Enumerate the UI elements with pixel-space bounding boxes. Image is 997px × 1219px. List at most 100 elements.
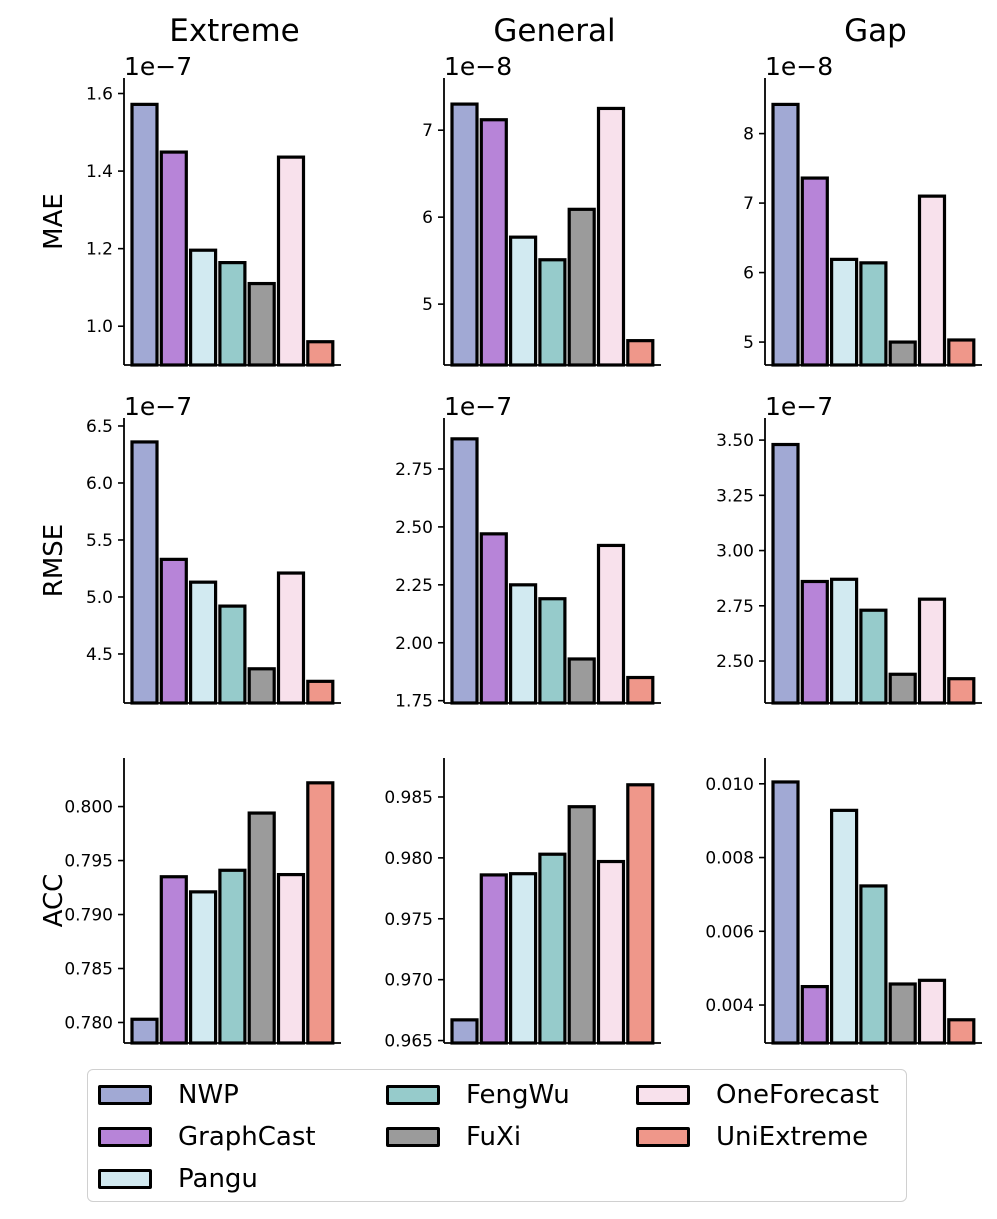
y-tick-label: 6.5 [86,417,113,437]
bar-fengwu [538,258,567,367]
bar-fuxi [567,805,596,1045]
legend-label: Pangu [178,1164,258,1194]
y-tick-label: 3.50 [716,431,754,451]
panel-mae-extreme: 1.0 1.2 1.4 1.6 1e−7 MAE [39,52,341,367]
y-tick-label: 8 [743,125,754,145]
y-tick-label: 1.6 [86,85,113,105]
bar-oneforecast [276,872,306,1045]
row-label-rmse: RMSE [39,524,69,597]
bar-uniextreme [626,783,655,1045]
y-tick-label: 0.010 [705,775,754,795]
y-tick-label: 0.780 [64,1013,113,1033]
bar-uniextreme [306,679,335,705]
axis-offset-label: 1e−8 [765,52,833,81]
legend-item-oneforecast: OneForecast [636,1080,879,1110]
column-title-gap: Gap [844,13,907,49]
bar-pangu [829,257,859,367]
bar-graphcast [479,532,508,705]
bar-fengwu [218,604,247,705]
bar-fengwu [218,868,247,1045]
bar-fuxi [247,811,276,1045]
bar-nwp [130,102,159,367]
y-tick-label: 0.970 [384,971,433,991]
legend-swatch [98,1127,152,1147]
y-tick-label: 2.00 [395,634,433,654]
bar-uniextreme [947,1018,976,1045]
axis-offset-label: 1e−7 [124,392,192,421]
y-tick-label: 2.25 [395,576,433,596]
bar-uniextreme [306,781,335,1045]
bar-graphcast [159,150,188,367]
legend-label: UniExtreme [716,1122,869,1152]
legend-item-fengwu: FengWu [386,1080,570,1110]
bar-nwp [450,437,479,705]
panel-acc-extreme: 0.780 0.785 0.790 0.795 0.800 ACC [39,758,341,1045]
legend-swatch [636,1085,690,1105]
bar-oneforecast [917,194,947,367]
legend-label: OneForecast [716,1080,879,1110]
bar-fuxi [567,657,596,705]
panel-mae-gap: 5 6 7 8 1e−8 [743,52,982,367]
bar-uniextreme [626,339,655,367]
legend-swatch [636,1127,690,1147]
bar-oneforecast [596,106,626,367]
panel-rmse-general: 1.75 2.00 2.25 2.50 2.75 1e−7 [395,392,661,712]
panel-acc-gap: 0.004 0.006 0.008 0.010 [705,758,982,1045]
bar-fuxi [567,207,596,367]
y-tick-label: 6 [743,264,754,284]
y-tick-label: 5 [422,295,433,315]
bar-nwp [450,1018,479,1045]
bar-graphcast [800,579,829,705]
y-tick-label: 5.5 [86,531,113,551]
y-tick-label: 3.25 [716,486,754,506]
y-tick-label: 3.00 [716,542,754,562]
y-tick-label: 1.0 [86,317,113,337]
y-tick-label: 5.0 [86,588,113,608]
y-tick-label: 0.800 [64,798,113,818]
axis-offset-label: 1e−7 [124,52,192,81]
legend-item-graphcast: GraphCast [98,1122,316,1152]
bar-pangu [829,577,859,705]
bar-nwp [130,440,159,705]
bar-fuxi [247,667,276,705]
row-label-mae: MAE [39,193,69,250]
axis-offset-label: 1e−7 [444,392,512,421]
bar-uniextreme [947,677,976,705]
bar-graphcast [479,118,508,367]
bar-fengwu [538,852,567,1045]
bar-fengwu [538,597,567,705]
legend-label: GraphCast [178,1122,316,1152]
bar-pangu [189,248,218,367]
bar-oneforecast [917,597,947,705]
bar-pangu [509,872,538,1045]
bar-fengwu [859,261,888,367]
y-tick-label: 0.975 [384,910,433,930]
legend-label: FuXi [466,1122,522,1152]
y-tick-label: 1.75 [395,692,433,712]
y-tick-label: 7 [422,121,433,141]
bar-oneforecast [276,571,306,705]
axis-offset-label: 1e−8 [444,52,512,81]
axis-offset-label: 1e−7 [765,392,833,421]
row-label-acc: ACC [39,874,69,928]
bar-fuxi [888,340,917,367]
legend: NWP GraphCast Pangu FengWu FuXi OneForecast Un… [87,1069,907,1202]
y-tick-label: 0.795 [64,852,113,872]
column-title-general: General [493,13,615,49]
bar-nwp [130,1017,159,1045]
bar-fuxi [888,672,917,705]
y-tick-label: 0.985 [384,788,433,808]
panels: 1.0 1.2 1.4 1.6 1e−7 MAE 5 6 7 1e−8 5 6 7 8 1e−8 4.5 5.0… [39,52,982,1052]
legend-label: NWP [178,1080,239,1110]
y-tick-label: 0.785 [64,960,113,980]
y-tick-label: 0.980 [384,849,433,869]
bar-pangu [509,235,538,367]
bar-graphcast [800,176,829,367]
legend-swatch [386,1085,440,1105]
legend-swatch [98,1169,152,1189]
bar-uniextreme [947,338,976,367]
bar-nwp [450,102,479,367]
bar-pangu [189,890,218,1045]
legend-item-pangu: Pangu [98,1164,258,1194]
y-tick-label: 6 [422,208,433,228]
